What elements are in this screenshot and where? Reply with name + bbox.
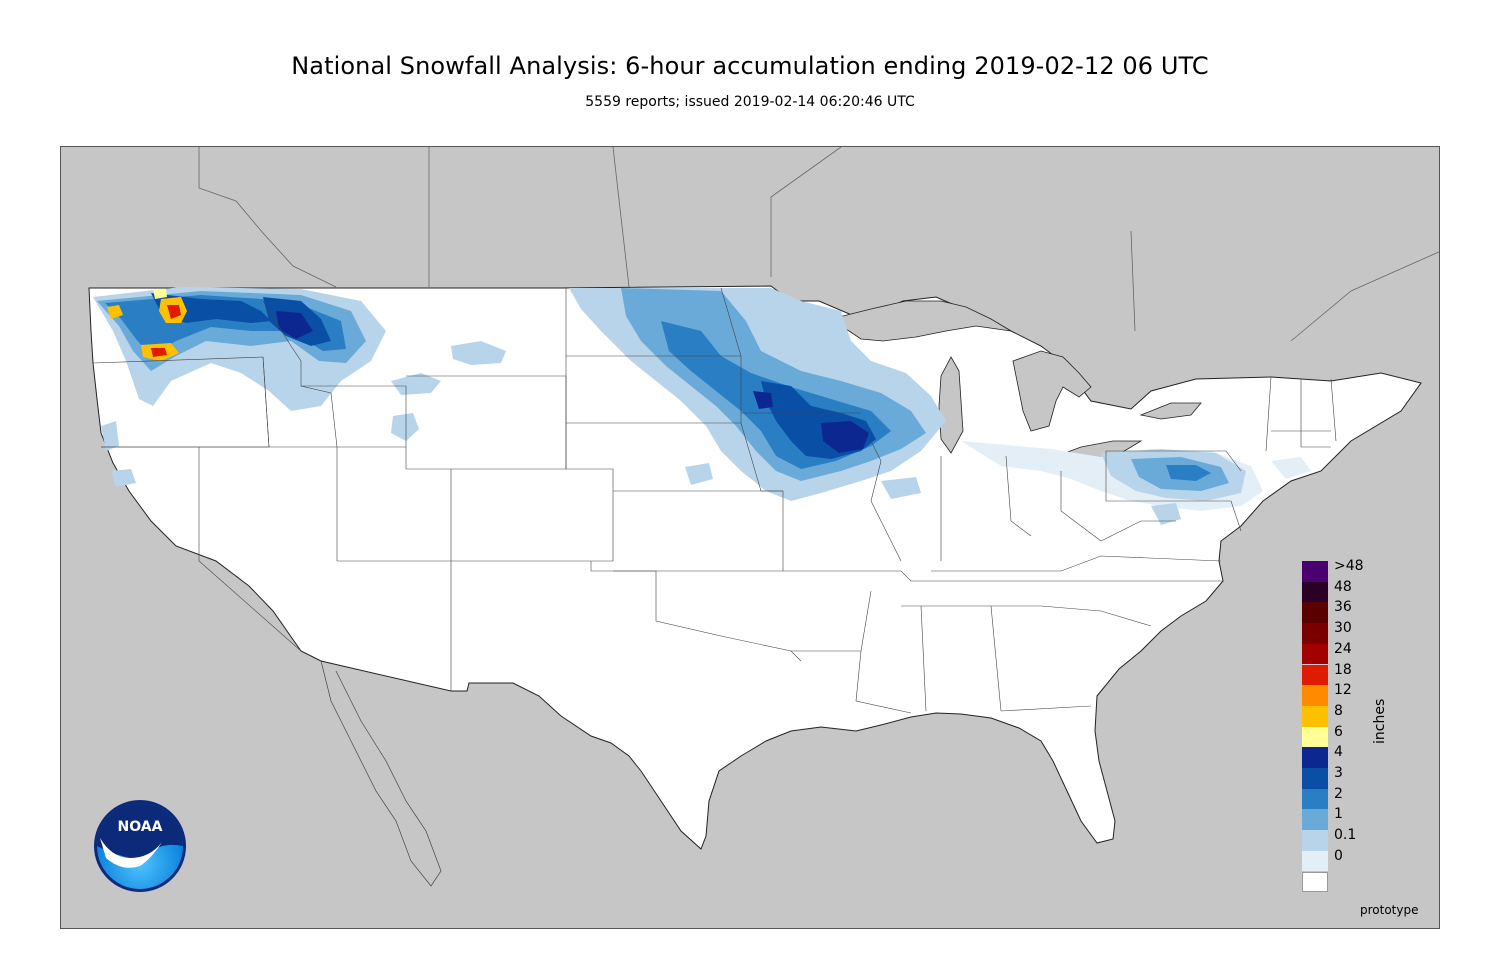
legend-swatch	[1302, 850, 1328, 872]
legend-label: 36	[1334, 599, 1352, 616]
legend-label: 4	[1334, 744, 1343, 761]
legend-swatch	[1302, 809, 1328, 831]
legend-swatch	[1302, 726, 1328, 748]
legend-swatch	[1302, 871, 1328, 893]
legend-swatch	[1302, 768, 1328, 789]
noaa-logo-text: NOAA	[118, 819, 163, 835]
us-land	[88, 285, 1422, 850]
legend-units-label: inches	[1372, 698, 1388, 744]
legend-swatch	[1302, 561, 1328, 582]
prototype-label: prototype	[1360, 903, 1419, 917]
snowfall-accumulation	[93, 287, 1311, 525]
legend-label: 48	[1334, 578, 1352, 595]
legend-label: 2	[1334, 785, 1343, 802]
legend-swatch	[1302, 830, 1328, 851]
map-panel[interactable]	[60, 146, 1440, 929]
legend-label: 3	[1334, 765, 1343, 781]
legend-swatch	[1302, 581, 1328, 603]
legend-swatch	[1302, 643, 1328, 665]
baja-coast	[320, 660, 442, 887]
neighbor-boundaries	[198, 147, 1439, 342]
state-boundaries	[92, 287, 1337, 714]
map-subtitle: 5559 reports; issued 2019-02-14 06:20:46…	[585, 94, 915, 110]
legend-swatch	[1302, 747, 1328, 768]
legend-swatch	[1302, 685, 1328, 706]
legend-label: 18	[1334, 661, 1352, 678]
legend-swatch	[1302, 664, 1328, 686]
snowfall-map[interactable]	[61, 147, 1440, 929]
legend-label: 1	[1334, 806, 1343, 823]
legend-swatch	[1302, 788, 1328, 810]
map-title: National Snowfall Analysis: 6-hour accum…	[291, 52, 1209, 80]
legend-label: 24	[1334, 640, 1352, 657]
legend-label: 0.1	[1334, 827, 1357, 844]
legend-label: 0	[1334, 847, 1343, 864]
legend-label: 12	[1334, 682, 1352, 699]
legend-swatch	[1302, 602, 1328, 624]
legend-label: 6	[1334, 723, 1343, 740]
legend-label: >48	[1334, 558, 1364, 574]
legend-label: 8	[1334, 702, 1343, 719]
legend-swatch	[1302, 705, 1328, 727]
noaa-logo: NOAA	[94, 800, 186, 892]
legend-label: 30	[1334, 620, 1352, 637]
legend-swatch	[1302, 623, 1328, 644]
